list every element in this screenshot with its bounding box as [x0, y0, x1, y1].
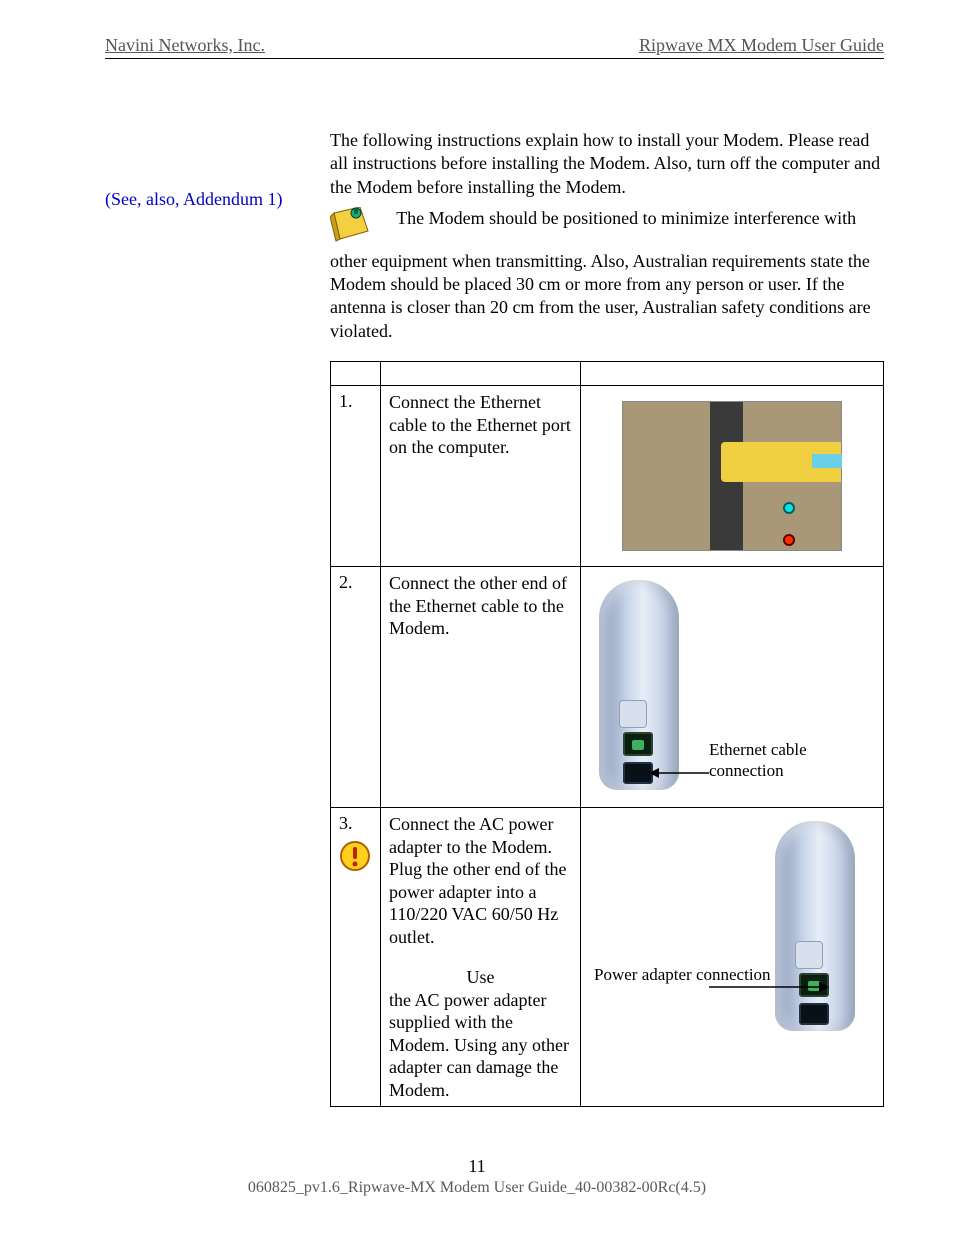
step-description: Connect the Ethernet cable to the Ethern…	[381, 386, 581, 567]
step2-image: Ethernet cable connection	[589, 572, 875, 802]
steps-table: 1. Connect the Ethernet cable to the Eth…	[330, 361, 884, 1107]
note-text: The Modem should be positioned to minimi…	[330, 208, 871, 341]
step-number: 2.	[331, 567, 381, 808]
step2-label: Ethernet cable connection	[709, 740, 875, 781]
step-number-text: 3.	[339, 813, 353, 833]
intro-text: The following instructions explain how t…	[330, 129, 884, 199]
step3-desc2: the AC power adapter supplied with the M…	[389, 990, 569, 1100]
table-row: 3. Connect the AC power adapter to the M…	[331, 808, 884, 1107]
note-block: The Modem should be positioned to minimi…	[330, 207, 884, 343]
addendum-link[interactable]: (See, also, Addendum 1)	[105, 189, 330, 210]
page-number: 11	[0, 1156, 954, 1177]
step-description: Connect the AC power adapter to the Mode…	[381, 808, 581, 1107]
header-right: Ripwave MX Modem User Guide	[639, 35, 884, 56]
header-left: Navini Networks, Inc.	[105, 35, 265, 56]
step3-image: Power adapter connection	[589, 813, 875, 1093]
step-number: 3.	[331, 808, 381, 1107]
step1-image	[589, 401, 875, 551]
page-footer: 11 060825_pv1.6_Ripwave-MX Modem User Gu…	[0, 1156, 954, 1197]
intro-paragraph: The following instructions explain how t…	[330, 129, 884, 199]
table-row: 2. Connect the other end of the Ethernet…	[331, 567, 884, 808]
pushpin-note-icon	[330, 207, 372, 249]
table-row: 1. Connect the Ethernet cable to the Eth…	[331, 386, 884, 567]
step-number: 1.	[331, 386, 381, 567]
step-description: Connect the other end of the Ethernet ca…	[381, 567, 581, 808]
step3-only: Use	[389, 966, 572, 989]
step3-desc1: Connect the AC power adapter to the Mode…	[389, 814, 566, 947]
page-header: Navini Networks, Inc. Ripwave MX Modem U…	[105, 35, 884, 59]
footer-doc-id: 060825_pv1.6_Ripwave-MX Modem User Guide…	[248, 1179, 706, 1196]
warning-icon	[339, 840, 371, 872]
table-header-row	[331, 362, 884, 386]
